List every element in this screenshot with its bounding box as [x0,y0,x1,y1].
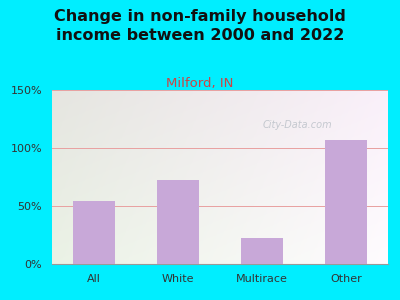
Text: Milford, IN: Milford, IN [166,76,234,89]
Text: City-Data.com: City-Data.com [262,120,332,130]
Bar [157,181,199,264]
Bar [73,201,115,264]
Bar [241,238,283,264]
Text: Change in non-family household
income between 2000 and 2022: Change in non-family household income be… [54,9,346,43]
Bar [325,140,367,264]
